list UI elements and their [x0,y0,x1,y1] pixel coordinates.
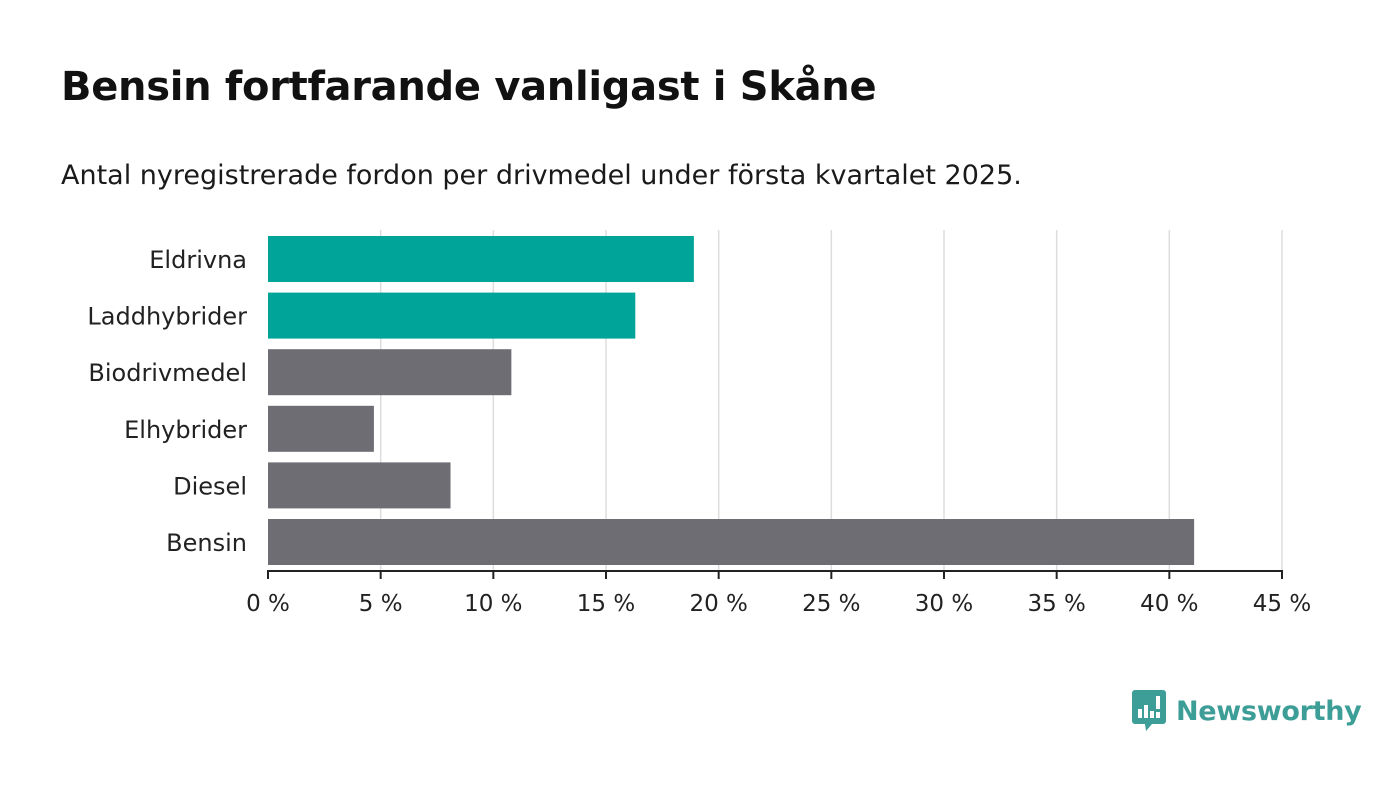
bar-laddhybrider [268,292,636,339]
bars [268,236,1195,565]
category-labels: Eldrivna Laddhybrider Biodrivmedel Elhybrid… [87,246,247,557]
x-tick-label: 5 % [359,591,403,617]
bar-chart-speech-bubble-icon [1132,690,1166,731]
bar-eldrivna [268,236,694,282]
category-label: Elhybrider [124,416,247,444]
x-tick-label: 20 % [689,591,747,617]
bar-elhybrider [268,405,374,452]
x-tick-label: 45 % [1253,591,1311,617]
category-label: Biodrivmedel [88,359,247,387]
brand-name: Newsworthy [1176,695,1362,727]
brand-logo: Newsworthy [1132,690,1362,732]
category-label: Diesel [173,472,247,500]
x-tick-label: 0 % [246,591,290,617]
x-tick-label: 15 % [577,591,635,617]
x-tick-label: 25 % [802,591,860,617]
category-label: Eldrivna [149,246,247,274]
chart-subtitle: Antal nyregistrerade fordon per drivmede… [61,160,1022,191]
bar-diesel [268,462,451,509]
x-axis: 0 % 5 % 10 % 15 % 20 % 25 % 30 % 35 % 40 % 45 % [246,570,1311,617]
category-label: Laddhybrider [87,303,247,331]
x-tick-label: 40 % [1140,591,1198,617]
bar-bensin [268,519,1195,565]
x-tick-label: 10 % [464,591,522,617]
x-tick-label: 30 % [915,591,973,617]
x-tick-label: 35 % [1027,591,1085,617]
category-label: Bensin [166,529,247,557]
chart-title: Bensin fortfarande vanligast i Skåne [61,64,877,110]
bar-biodrivmedel [268,349,512,396]
grid-lines [379,230,1283,571]
